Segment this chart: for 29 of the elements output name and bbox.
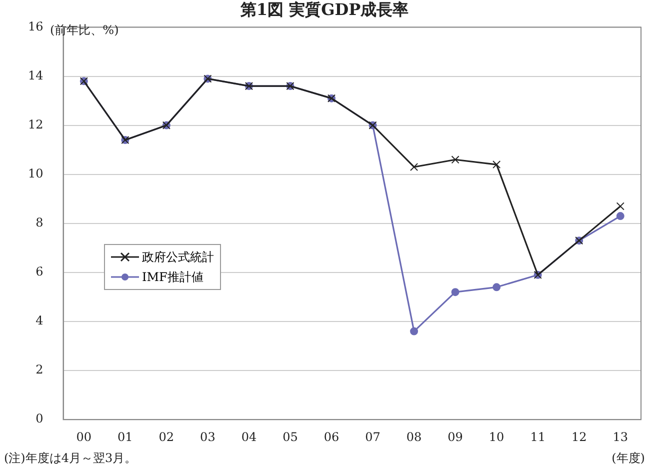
x-tick-label: 00 (76, 430, 92, 444)
y-tick-label: 6 (36, 264, 44, 279)
x-tick-label: 11 (530, 430, 546, 444)
y-tick-label: 8 (36, 216, 44, 230)
y-tick-label: 2 (36, 362, 44, 377)
x-tick-label: 13 (612, 430, 628, 444)
x-tick-label: 02 (158, 430, 174, 444)
chart-title: 第1図 実質GDP成長率 (239, 0, 410, 21)
x-axis-title: (年度) (612, 450, 645, 467)
y-tick-label: 16 (28, 19, 44, 34)
y-tick-label: 0 (36, 412, 44, 426)
x-tick-label: 01 (118, 430, 133, 444)
y-tick-label: 4 (36, 314, 44, 328)
legend-label: 政府公式統計 (142, 248, 214, 266)
y-tick-label: 12 (28, 117, 44, 132)
x-tick-label: 12 (571, 430, 587, 444)
x-tick-label: 05 (282, 430, 298, 444)
y-tick-label: 10 (28, 166, 44, 180)
x-tick-label: 08 (406, 430, 422, 444)
y-tick-label: 14 (28, 68, 44, 82)
text: (注)年度は4月～翌3月。 (4, 450, 137, 467)
x-tick-label: 07 (365, 430, 380, 444)
x-tick-label: 04 (241, 430, 257, 444)
x-tick-label: 10 (488, 430, 504, 444)
x-tick-label: 09 (448, 430, 463, 444)
legend-label: IMF推計値 (142, 268, 204, 286)
x-tick-label: 06 (324, 430, 340, 444)
y-axis-title: (前年比、%) (50, 22, 119, 39)
x-tick-label: 03 (200, 430, 216, 444)
